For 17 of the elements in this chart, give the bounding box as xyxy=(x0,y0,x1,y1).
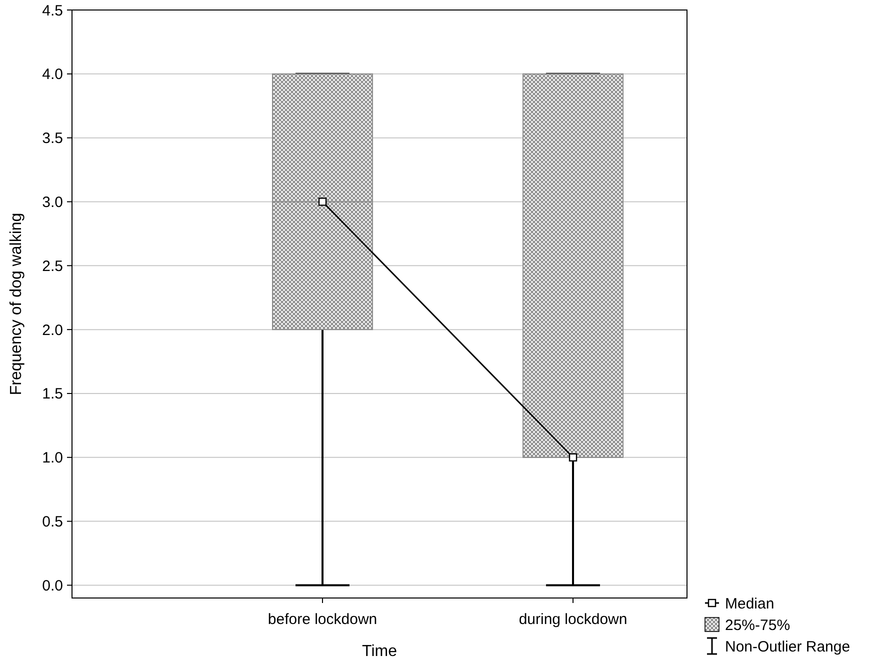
text: Non-Outlier Range xyxy=(725,638,850,656)
y-tick-label: 4.0 xyxy=(42,66,63,84)
y-tick-label: 1.5 xyxy=(42,386,63,403)
y-tick-label: 0.0 xyxy=(42,577,63,594)
x-tick-label: before lockdown xyxy=(268,611,378,628)
y-tick-label: 1.0 xyxy=(42,450,63,467)
y-tick-label: 3.0 xyxy=(42,194,63,211)
y-axis-title: Frequency of dog walking xyxy=(8,212,25,396)
y-tick-label: 0.5 xyxy=(42,514,63,531)
x-axis-title: Time xyxy=(362,643,398,660)
legend-label: Median xyxy=(725,595,774,612)
y-tick-label: 2.5 xyxy=(42,258,63,275)
legend-label: 25%-75% xyxy=(725,616,790,634)
x-tick-label: during lockdown xyxy=(518,611,628,628)
y-tick-label: 3.5 xyxy=(42,130,63,148)
y-tick-label: 2.0 xyxy=(42,322,63,339)
y-tick-label: 4.5 xyxy=(42,2,63,20)
